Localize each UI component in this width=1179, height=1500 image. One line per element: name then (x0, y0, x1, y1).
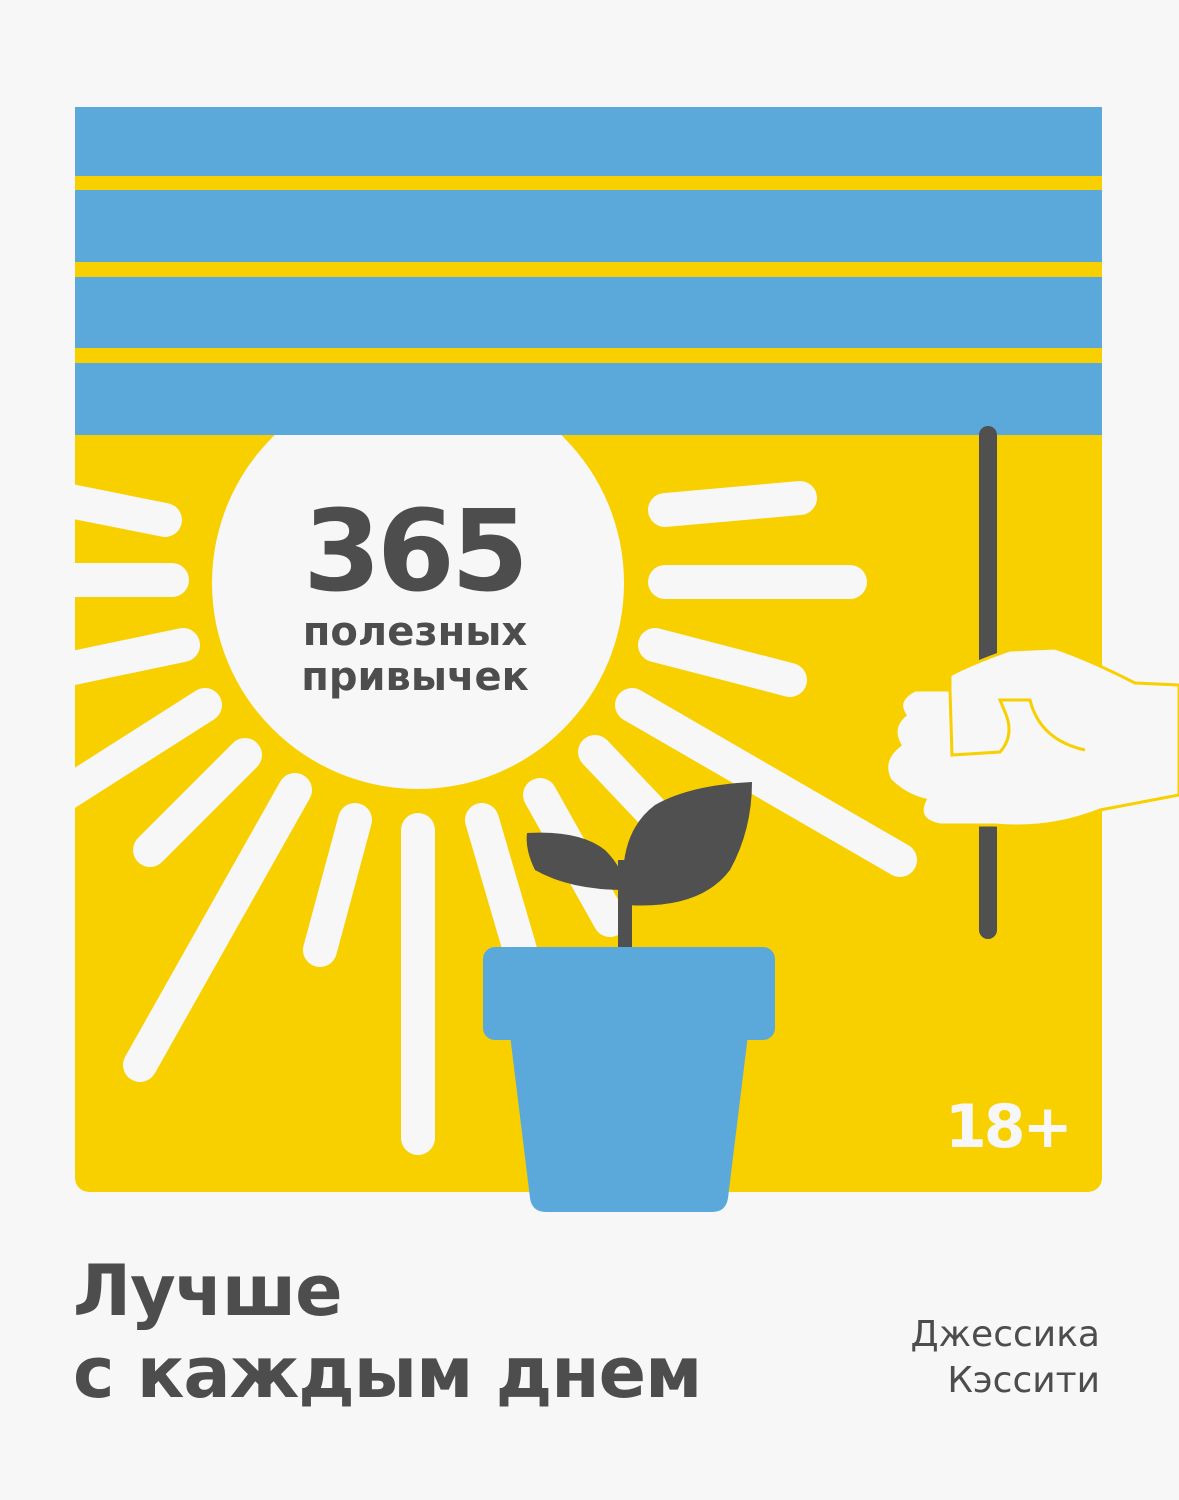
hand (885, 646, 1179, 828)
plant (483, 782, 775, 1212)
author-name: Джессика Кэссити (911, 1312, 1101, 1404)
title-line2: с каждым днем (73, 1332, 702, 1414)
book-title: Лучше с каждым днем (73, 1250, 702, 1414)
subtitle-line2: привычек (301, 654, 529, 700)
cover-illustration: 365 полезных привычек 18+ (75, 107, 1179, 1212)
title-line1: Лучше (73, 1250, 343, 1332)
age-rating: 18+ (945, 1092, 1070, 1162)
subtitle-line1: полезных (303, 609, 528, 655)
sun (212, 377, 624, 789)
sun-rays (75, 478, 917, 1155)
number-365: 365 (303, 487, 525, 617)
author-last-name: Кэссити (947, 1360, 1100, 1401)
blind (75, 107, 1102, 435)
author-first-name: Джессика (910, 1314, 1101, 1355)
